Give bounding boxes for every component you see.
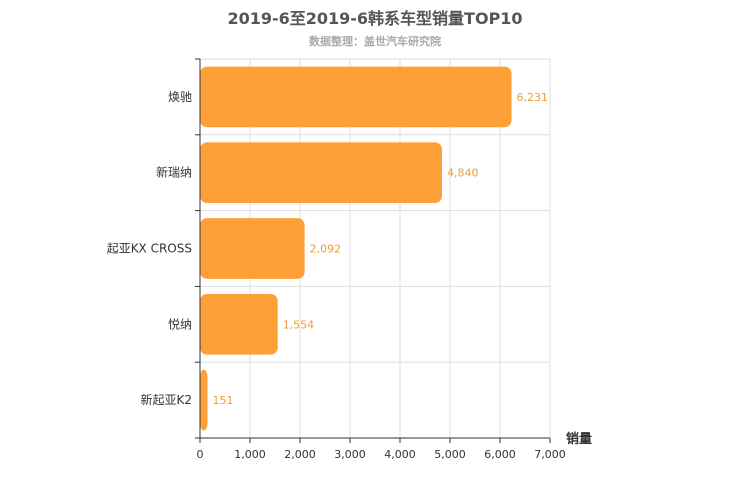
category-label: 新瑞纳: [156, 165, 192, 180]
data-label: 1,554: [283, 318, 315, 331]
category-label: 悦纳: [168, 317, 192, 331]
x-tick-label: 3,000: [334, 448, 366, 461]
chart-subtitle: 数据整理：盖世汽车研究院: [309, 35, 441, 48]
bars: 6,231 4,840 2,092 1,554 151: [200, 66, 549, 431]
x-tick-label: 5,000: [434, 448, 466, 461]
bar: [200, 218, 305, 279]
category-label: 焕驰: [168, 90, 192, 104]
x-tick-label: 0: [197, 448, 204, 461]
bar: [200, 293, 278, 355]
data-label: 151: [213, 394, 234, 407]
data-label: 6,231: [517, 91, 549, 104]
bar: [200, 66, 512, 128]
bar: [200, 142, 442, 204]
chart-title: 2019-6至2019-6韩系车型销量TOP10: [227, 9, 523, 28]
axes: 0 1,000 2,000 3,000 4,000 5,000 6,000 7,000 焕驰新瑞…: [107, 58, 566, 461]
x-tick-label: 7,000: [534, 448, 566, 461]
data-label: 2,092: [310, 243, 342, 256]
data-label: 4,840: [447, 167, 479, 180]
bar: [200, 369, 208, 431]
category-label: 起亚KX CROSS: [107, 242, 192, 256]
x-tick-label: 1,000: [234, 448, 266, 461]
x-axis-name: 销量: [566, 431, 592, 447]
x-tick-label: 6,000: [484, 448, 516, 461]
x-tick-label: 2,000: [284, 448, 316, 461]
category-label: 新起亚K2: [140, 392, 192, 407]
x-tick-label: 4,000: [384, 448, 416, 461]
